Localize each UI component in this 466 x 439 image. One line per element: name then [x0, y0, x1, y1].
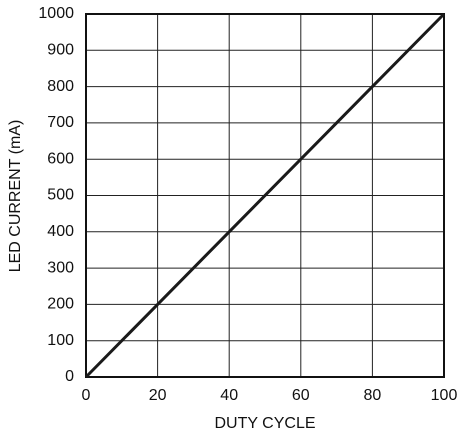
x-tick-label: 20 [149, 387, 167, 404]
y-axis-label: LED CURRENT (mA) [7, 120, 24, 273]
y-tick-label: 400 [47, 223, 74, 240]
y-tick-label: 500 [47, 187, 74, 204]
y-tick-label: 200 [47, 296, 74, 313]
x-tick-label: 40 [220, 387, 238, 404]
y-tick-label: 1000 [38, 5, 74, 22]
x-tick-label: 100 [431, 387, 458, 404]
y-tick-label: 600 [47, 150, 74, 167]
x-axis-label: DUTY CYCLE [214, 415, 315, 432]
x-tick-label: 0 [82, 387, 91, 404]
y-tick-label: 700 [47, 114, 74, 131]
y-tick-label: 100 [47, 332, 74, 349]
y-tick-label: 900 [47, 42, 74, 59]
y-tick-label: 300 [47, 259, 74, 276]
y-tick-label: 0 [65, 368, 74, 385]
x-tick-label: 60 [292, 387, 310, 404]
x-tick-label: 80 [364, 387, 382, 404]
y-tick-label: 800 [47, 78, 74, 95]
plot-frame [85, 13, 445, 378]
data-line [84, 12, 446, 379]
